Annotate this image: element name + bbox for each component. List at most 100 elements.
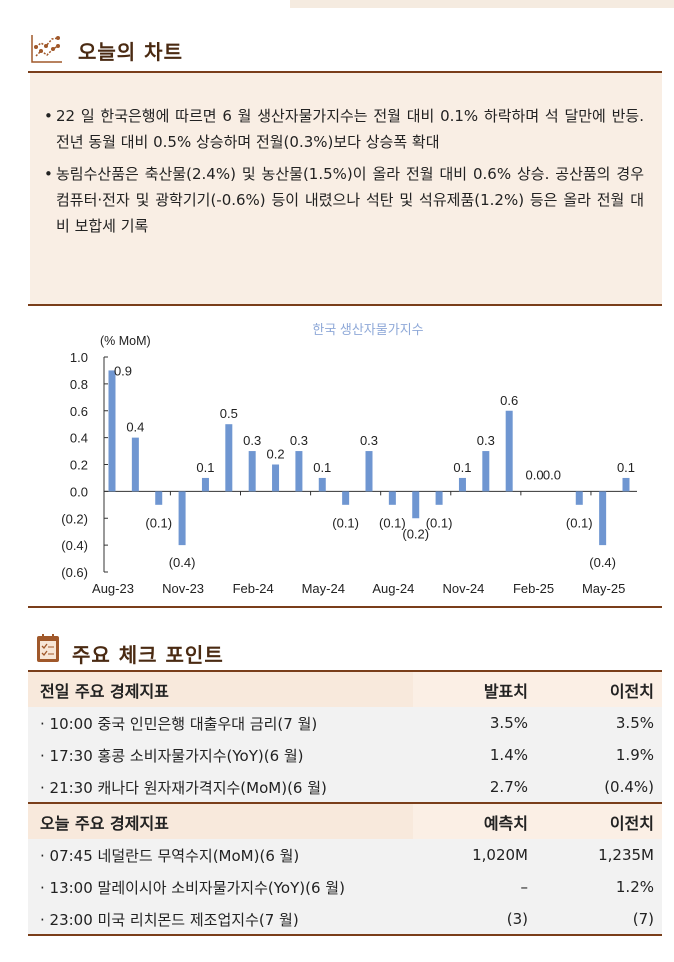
bar-Jun-24	[342, 491, 350, 505]
y-tick-label: (0.2)	[61, 511, 88, 526]
divider	[28, 802, 662, 804]
table-row: · 13:00 말레이시아 소비자물가지수(YoY)(6 월) – 1.2%	[28, 871, 662, 903]
data-label: 0.5	[220, 406, 238, 421]
header-forecast: 예측치	[413, 804, 536, 839]
data-label: (0.1)	[379, 515, 406, 530]
indicator-name: · 23:00 미국 리치몬드 제조업지수(7 월)	[28, 903, 413, 935]
section-title-todays-chart: 오늘의 차트	[78, 40, 183, 64]
divider	[28, 304, 662, 306]
indicator-name: · 10:00 중국 인민은행 대출우대 금리(7 월)	[28, 707, 413, 739]
data-label: 0.1	[617, 460, 635, 475]
bar-Jul-24	[365, 451, 373, 492]
bar-Dec-24	[482, 451, 490, 492]
bar-Aug-24	[388, 491, 396, 505]
table-row: · 07:45 네덜란드 무역수지(MoM)(6 월) 1,020M 1,235…	[28, 839, 662, 871]
divider	[28, 934, 662, 936]
y-tick-label: (0.4)	[61, 538, 88, 553]
data-label: 0.1	[313, 460, 331, 475]
y-tick-label: 0.0	[70, 484, 88, 499]
bar-Jun-25	[622, 477, 630, 492]
forecast-value: –	[413, 871, 536, 903]
data-label: 0.1	[196, 460, 214, 475]
bar-Feb-24	[248, 451, 256, 492]
x-tick-label: Aug-23	[92, 581, 134, 596]
y-tick-label: 1.0	[70, 350, 88, 365]
header-indicator: 오늘 주요 경제지표	[28, 804, 413, 839]
previous-value: (7)	[536, 903, 662, 935]
data-label: (0.1)	[426, 515, 453, 530]
bar-Apr-24	[295, 451, 303, 492]
actual-value: 2.7%	[413, 771, 536, 803]
data-label: 0.3	[243, 433, 261, 448]
summary-bullet: 22 일 한국은행에 따르면 6 월 생산자물가지수는 전월 대비 0.1% 하…	[44, 103, 644, 155]
data-label: 0.9	[114, 363, 132, 378]
previous-value: 1.9%	[536, 739, 662, 771]
bar-Jan-25	[505, 410, 513, 492]
data-label: 0.3	[477, 433, 495, 448]
summary-bullet: 농림수산품은 축산물(2.4%) 및 농산물(1.5%)이 올라 전월 대비 0…	[44, 161, 644, 239]
bar-Apr-25	[575, 491, 583, 505]
section-title-check-points: 주요 체크 포인트	[72, 643, 224, 667]
bar-Mar-24	[272, 464, 280, 492]
bar-Nov-23	[178, 491, 186, 546]
indicator-name: · 17:30 홍콩 소비자물가지수(YoY)(6 월)	[28, 739, 413, 771]
data-label: 0.0	[526, 467, 544, 482]
y-tick-label: 0.2	[70, 458, 88, 473]
bar-Jan-24	[225, 424, 233, 492]
bar-Dec-23	[201, 477, 209, 492]
x-tick-label: May-24	[302, 581, 345, 596]
table-row: · 21:30 캐나다 원자재가격지수(MoM)(6 월) 2.7% (0.4%…	[28, 771, 662, 803]
data-label: 0.2	[267, 447, 285, 462]
indicator-name: · 07:45 네덜란드 무역수지(MoM)(6 월)	[28, 839, 413, 871]
data-label: 0.1	[453, 460, 471, 475]
data-label: (0.1)	[145, 515, 172, 530]
y-tick-label: 0.8	[70, 377, 88, 392]
data-label: (0.4)	[169, 555, 196, 570]
table-header: 전일 주요 경제지표 발표치 이전치	[28, 672, 662, 707]
bar-Oct-24	[435, 491, 443, 505]
line-chart-icon	[31, 35, 62, 63]
data-label: (0.1)	[566, 515, 593, 530]
data-label: 0.3	[360, 433, 378, 448]
bar-Aug-23	[108, 370, 116, 492]
table-row: · 23:00 미국 리치몬드 제조업지수(7 월) (3) (7)	[28, 903, 662, 935]
data-label: 0.6	[500, 393, 518, 408]
yesterday-indicators-table: 전일 주요 경제지표 발표치 이전치 · 10:00 중국 인민은행 대출우대 …	[28, 672, 662, 803]
y-tick-label: (0.6)	[61, 565, 88, 580]
header-actual: 발표치	[413, 672, 536, 707]
chart-title: 한국 생산자물가지수	[312, 322, 423, 337]
table-header: 오늘 주요 경제지표 예측치 이전치	[28, 804, 662, 839]
divider	[28, 670, 662, 672]
y-axis-unit-label: (% MoM)	[100, 334, 151, 348]
indicator-name: · 13:00 말레이시아 소비자물가지수(YoY)(6 월)	[28, 871, 413, 903]
data-label: (0.4)	[589, 555, 616, 570]
checklist-icon	[37, 634, 59, 662]
x-tick-label: Feb-25	[513, 581, 554, 596]
x-tick-label: Nov-23	[162, 581, 204, 596]
bar-May-25	[599, 491, 607, 546]
top-decoration-strip	[290, 0, 674, 8]
x-tick-label: Aug-24	[372, 581, 414, 596]
header-previous: 이전치	[536, 804, 662, 839]
y-tick-label: 0.6	[70, 404, 88, 419]
header-indicator: 전일 주요 경제지표	[28, 672, 413, 707]
data-label: 0.0	[543, 467, 561, 482]
indicator-name: · 21:30 캐나다 원자재가격지수(MoM)(6 월)	[28, 771, 413, 803]
data-label: (0.2)	[402, 526, 429, 541]
divider	[28, 71, 662, 73]
header-previous: 이전치	[536, 672, 662, 707]
bar-Nov-24	[458, 477, 466, 492]
data-label: (0.1)	[332, 515, 359, 530]
data-label: 0.3	[290, 433, 308, 448]
table-row: · 17:30 홍콩 소비자물가지수(YoY)(6 월) 1.4% 1.9%	[28, 739, 662, 771]
previous-value: 1.2%	[536, 871, 662, 903]
y-tick-label: 0.4	[70, 431, 88, 446]
bar-Sep-23	[131, 437, 139, 492]
bar-Oct-23	[155, 491, 163, 505]
bar-Sep-24	[412, 491, 420, 519]
bar-May-24	[318, 477, 326, 492]
data-label: 0.4	[126, 420, 144, 435]
actual-value: 3.5%	[413, 707, 536, 739]
ppi-bar-chart: 한국 생산자물가지수 (% MoM) 1.0 0.8 0.6 0.4 0.2 0.0 (0.2)…	[61, 322, 637, 596]
summary-box: 22 일 한국은행에 따르면 6 월 생산자물가지수는 전월 대비 0.1% 하…	[30, 73, 662, 305]
